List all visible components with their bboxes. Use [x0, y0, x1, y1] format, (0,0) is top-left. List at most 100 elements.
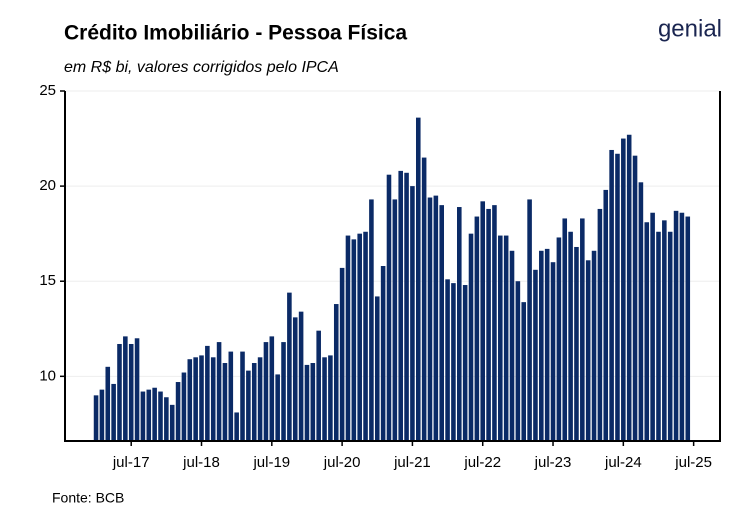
bar	[515, 281, 521, 441]
bar	[263, 342, 269, 441]
y-tick-label: 15	[39, 272, 56, 289]
bar	[462, 285, 468, 441]
bar	[568, 231, 573, 441]
bar	[158, 391, 163, 441]
bar	[169, 404, 175, 441]
bar	[187, 359, 193, 441]
x-tick-label: jul-22	[463, 454, 501, 471]
bar	[134, 338, 140, 441]
bar	[468, 233, 474, 441]
chart-title: Crédito Imobiliário - Pessoa Física	[64, 22, 407, 45]
x-tick-label: jul-18	[182, 454, 220, 471]
bar	[363, 231, 368, 441]
bar	[415, 117, 421, 441]
bar	[509, 250, 515, 441]
bar	[439, 205, 444, 441]
x-tick-label: jul-23	[534, 454, 572, 471]
bar	[123, 336, 128, 441]
bar	[644, 222, 650, 441]
chart-subtitle: em R$ bi, valores corrigidos pelo IPCA	[64, 59, 339, 76]
x-tick-label: jul-24	[604, 454, 642, 471]
bar	[251, 363, 257, 441]
bar	[316, 330, 321, 441]
bar	[550, 262, 556, 441]
bar	[585, 260, 591, 441]
bar	[427, 197, 433, 441]
bar	[281, 342, 286, 441]
bar	[374, 296, 380, 441]
bar	[205, 345, 210, 441]
bar	[457, 207, 462, 441]
bar	[638, 182, 644, 441]
bar	[667, 231, 673, 441]
bar	[246, 370, 251, 441]
x-tick-label: jul-25	[674, 454, 712, 471]
bar	[140, 391, 146, 441]
bar	[421, 157, 427, 441]
bar	[609, 149, 614, 441]
bar	[152, 387, 157, 441]
bar	[503, 235, 509, 441]
bar	[275, 374, 280, 441]
bar	[556, 237, 562, 441]
x-tick-label: jul-21	[393, 454, 431, 471]
bar	[474, 216, 480, 441]
bar	[93, 395, 99, 441]
bar	[269, 336, 275, 441]
bar	[621, 138, 626, 441]
bar	[175, 382, 181, 441]
bar	[345, 235, 351, 441]
bar	[380, 266, 386, 441]
bar	[257, 357, 263, 441]
bar	[603, 189, 609, 441]
bar	[410, 186, 415, 441]
bar	[392, 199, 398, 441]
bar	[544, 248, 550, 441]
bar	[486, 208, 491, 441]
bar	[287, 292, 292, 441]
bar	[533, 269, 538, 441]
bar	[369, 199, 374, 441]
bar	[216, 342, 222, 441]
bar	[146, 389, 152, 441]
bar	[386, 174, 392, 441]
bar	[492, 205, 497, 441]
x-tick-label: jul-19	[252, 454, 290, 471]
bar	[199, 355, 204, 441]
bar	[539, 250, 544, 441]
bar	[445, 279, 450, 441]
bar	[580, 218, 585, 441]
bar	[210, 357, 216, 441]
bar	[105, 366, 111, 441]
x-tick-label: jul-20	[323, 454, 361, 471]
bar	[298, 311, 304, 441]
bar	[562, 218, 568, 441]
bar	[404, 172, 409, 442]
bar	[597, 208, 603, 441]
bar	[521, 302, 527, 441]
bar	[574, 246, 579, 441]
bar	[328, 355, 333, 441]
bar	[398, 170, 403, 442]
source: Fonte: BCB	[52, 490, 124, 506]
bar	[292, 317, 298, 441]
bar	[222, 363, 228, 441]
bar	[357, 233, 362, 441]
bar	[339, 267, 345, 441]
bar	[164, 397, 169, 441]
logo: genial	[658, 15, 722, 42]
bar	[228, 351, 234, 441]
y-tick-label: 10	[39, 367, 56, 384]
bar	[128, 343, 134, 441]
bar	[99, 389, 105, 441]
bar	[234, 412, 239, 441]
bar	[498, 235, 503, 441]
bar	[673, 210, 679, 441]
bar	[181, 372, 187, 441]
bar	[351, 239, 357, 441]
bar	[333, 304, 339, 441]
bar	[117, 343, 122, 441]
bar	[626, 134, 632, 441]
bar	[433, 195, 439, 441]
bar	[527, 199, 532, 441]
